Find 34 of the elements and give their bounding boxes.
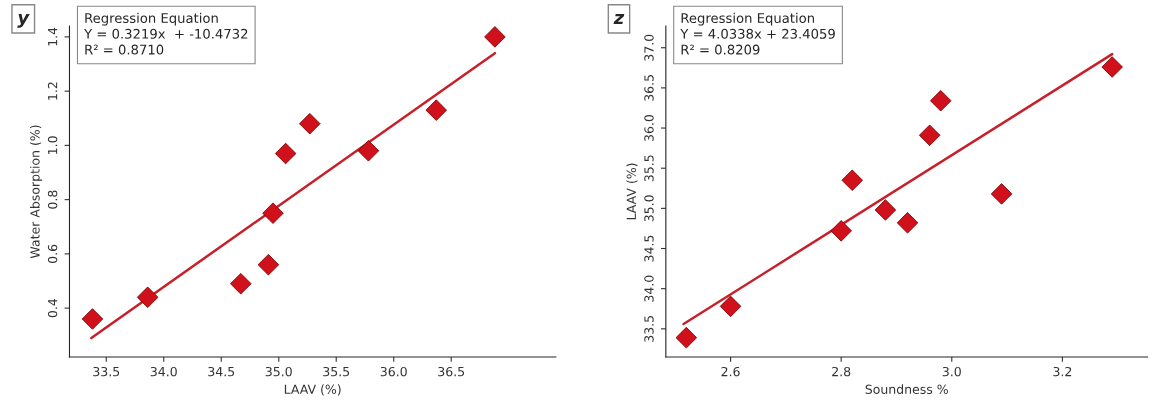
- y-tick-label: 0.4: [47, 298, 58, 318]
- annotation: Regression Equation Y = 0.3219x + -10.4732 R² = 0.8710: [84, 12, 248, 55]
- x-tick-label: 33.5: [93, 366, 120, 377]
- text: y: [17, 13, 30, 28]
- y-tick-label: 1.4: [48, 27, 58, 46]
- y-tick-label: 35.0: [644, 195, 654, 222]
- y-tick-label: 33.5: [644, 316, 654, 342]
- x-tick-label: 35.5: [323, 366, 350, 377]
- y-tick-label: 1.0: [47, 136, 58, 154]
- y-axis-title: LAAV (%): [626, 163, 638, 220]
- y-tick-label: 0.8: [47, 190, 58, 209]
- x-tick-label: 34.0: [150, 366, 177, 377]
- x-tick-label: 34.5: [208, 366, 235, 377]
- x-axis-title: Soundness %: [865, 384, 948, 394]
- x-tick-label: 36.0: [380, 366, 407, 377]
- y-tick-label: 35.5: [644, 155, 654, 182]
- y-tick-label: 34.0: [644, 275, 654, 302]
- x-tick-label: 3.0: [942, 366, 961, 377]
- point: [719, 295, 742, 318]
- x-tick-label: 2.8: [832, 366, 851, 377]
- y-axis-title: Water Absorption (%): [30, 125, 43, 259]
- y-tick-label: 36.0: [644, 114, 654, 142]
- x-tick-label: 36.5: [438, 366, 465, 377]
- y-tick-label: 1.2: [47, 82, 58, 100]
- y-tick-label: 37.0: [644, 34, 654, 61]
- x-tick-label: 35.0: [265, 366, 292, 377]
- x-tick-label: 2.6: [721, 366, 740, 377]
- text: z: [613, 14, 625, 24]
- x-axis-title: LAAV (%): [284, 384, 341, 396]
- y-tick-label: 34.5: [644, 235, 654, 262]
- annotation: Regression Equation Y = 4.0338x + 23.4059 R² = 0.8209: [680, 12, 835, 55]
- x-tick-label: 3.2: [1053, 366, 1072, 377]
- y-tick-label: 36.5: [644, 75, 654, 101]
- y-tick-label: 0.6: [47, 244, 58, 263]
